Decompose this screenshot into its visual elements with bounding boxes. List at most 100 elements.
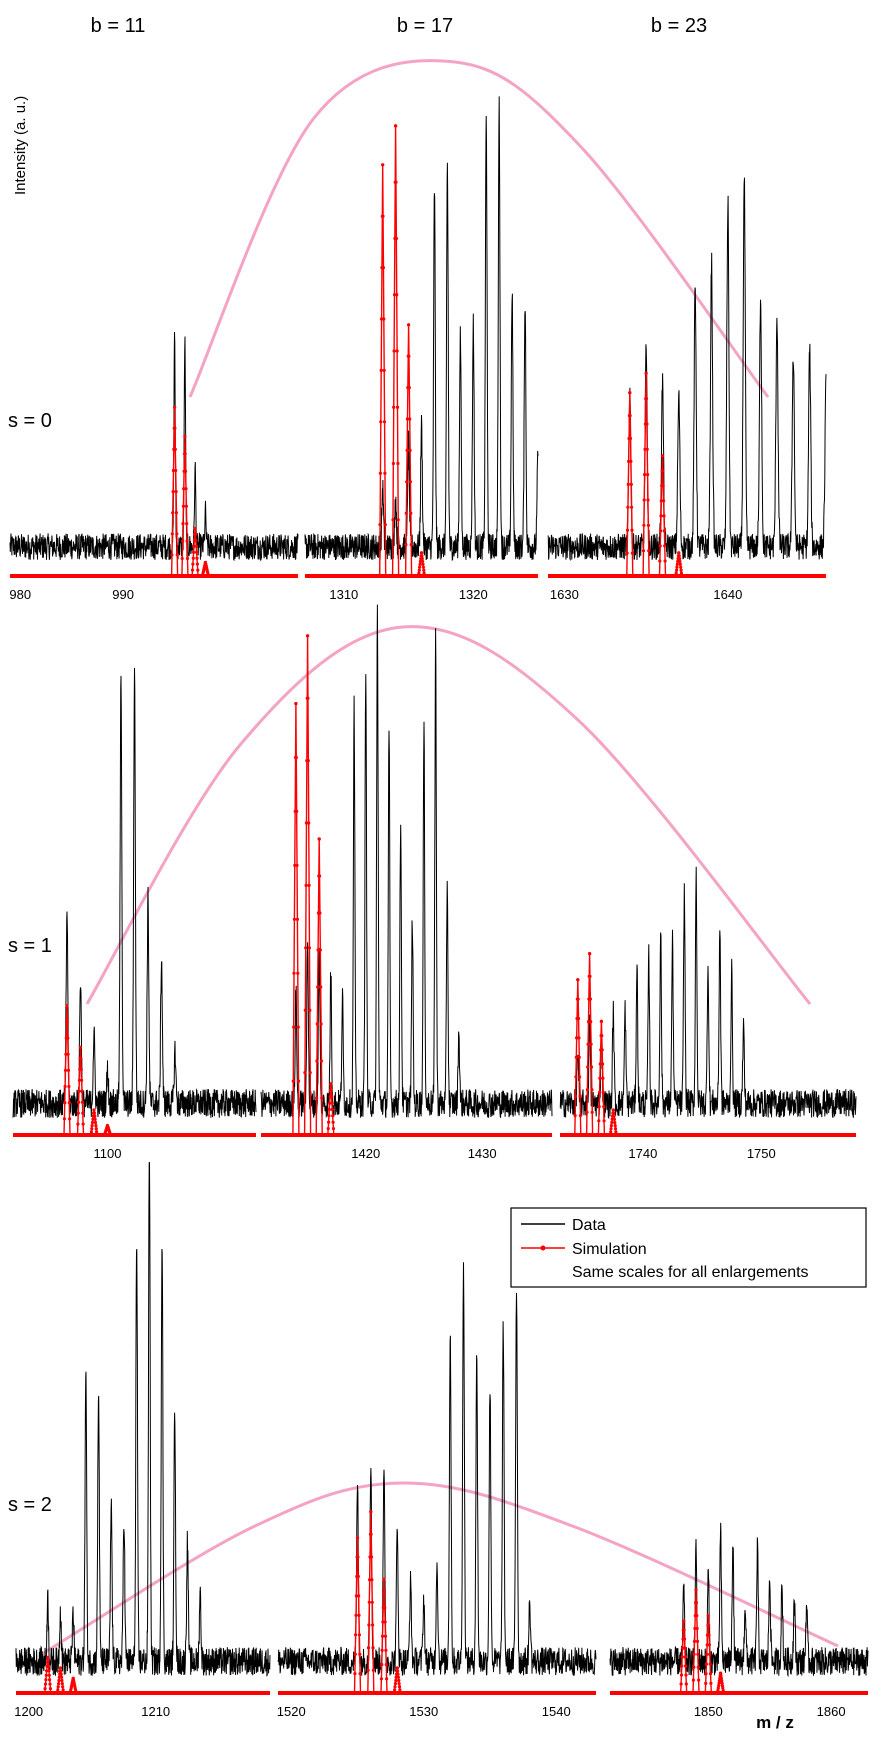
simulation-marker [358,1691,363,1695]
simulation-marker [327,1120,331,1124]
simulation-marker [320,1133,324,1137]
simulation-marker [703,1691,707,1695]
simulation-marker [79,1056,83,1060]
tick-label: 1850 [694,1704,723,1719]
simulation-marker [590,1110,594,1114]
simulation-marker [90,1127,94,1131]
simulation-marker [691,1691,695,1695]
tick-label: 1310 [329,587,358,602]
simulation-marker [314,1133,318,1137]
simulation-marker [46,1660,50,1664]
simulation-marker [92,1108,96,1112]
simulation-marker [382,420,387,424]
tick-label: 1740 [628,1146,657,1161]
simulation-marker [394,1675,398,1679]
simulation-marker [643,473,647,477]
simulation-marker [357,1594,361,1598]
simulation-marker [315,1096,319,1100]
simulation-marker [79,1067,83,1071]
simulation-marker [662,499,666,503]
simulation-marker [56,1688,60,1692]
simulation-marker [410,574,414,578]
simulation-marker [171,468,175,473]
simulation-marker [679,565,683,569]
simulation-marker [329,1082,333,1086]
simulation-marker [330,1095,334,1099]
simulation-marker [65,1004,69,1008]
simulation-marker [331,1127,336,1131]
simulation-marker [707,1633,711,1637]
simulation-marker [383,523,387,527]
y-axis-label: Intensity (a. u.) [12,96,29,195]
simulation-marker [418,565,422,569]
simulation-marker [356,1574,360,1579]
simulation-marker [643,447,647,451]
simulation-marker [291,1079,295,1083]
simulation-marker [625,574,629,578]
simulation-marker [358,1672,362,1676]
simulation-marker [394,1678,398,1683]
x-axis-label: m / z [756,1713,794,1732]
simulation-marker [630,528,634,532]
simulation-marker [63,1068,68,1072]
simulation-marker [182,487,186,491]
simulation-marker [398,1691,402,1695]
simulation-marker [378,574,382,578]
simulation-marker [327,1107,331,1112]
simulation-marker [369,1532,373,1536]
simulation-marker [379,368,383,372]
simulation-marker [659,529,663,533]
simulation-marker [381,163,385,167]
simulation-marker [379,420,383,424]
simulation-marker [676,559,680,564]
simulation-marker [319,985,323,989]
simulation-marker [328,1101,332,1105]
simulation-marker [612,1111,616,1115]
simulation-marker [705,1643,709,1647]
simulation-marker [316,985,320,989]
simulation-marker [419,551,424,555]
simulation-marker [57,1678,61,1683]
simulation-marker [296,971,300,975]
simulation-marker [405,480,409,484]
simulation-marker [332,1133,336,1137]
simulation-marker [696,1665,700,1669]
simulation-marker [357,1613,361,1617]
simulation-marker [602,1133,607,1137]
simulation-marker [63,1084,67,1089]
simulation-marker [171,490,175,494]
simulation-marker [610,1120,614,1125]
simulation-marker [678,562,682,567]
simulation-marker [44,1678,48,1682]
simulation-marker [91,1117,95,1121]
simulation-marker [295,809,299,814]
simulation-marker [647,549,651,553]
simulation-marker [396,1672,400,1676]
simulation-marker [709,1681,713,1685]
simulation-marker [383,1606,387,1610]
simulation-marker [682,1628,686,1632]
simulation-marker [47,1669,51,1673]
data-trace [277,1262,597,1676]
simulation-marker [295,917,299,921]
simulation-marker [193,526,197,531]
simulation-marker [642,498,646,502]
simulation-marker [404,574,408,578]
simulation-marker [57,1682,61,1686]
simulation-marker [418,562,422,567]
simulation-marker [396,461,400,466]
simulation-marker [76,1122,80,1126]
simulation-marker [626,505,630,509]
simulation-marker [193,532,198,537]
simulation-marker [679,1682,683,1686]
simulation-marker [627,459,631,463]
simulation-marker [679,571,684,575]
simulation-marker [626,482,630,486]
tick-label: 1750 [747,1146,776,1161]
row-label-s2: s = 2 [8,1494,52,1516]
simulation-marker [659,499,663,503]
simulation-marker [58,1666,63,1670]
simulation-marker [43,1687,47,1691]
data-trace [559,866,857,1120]
